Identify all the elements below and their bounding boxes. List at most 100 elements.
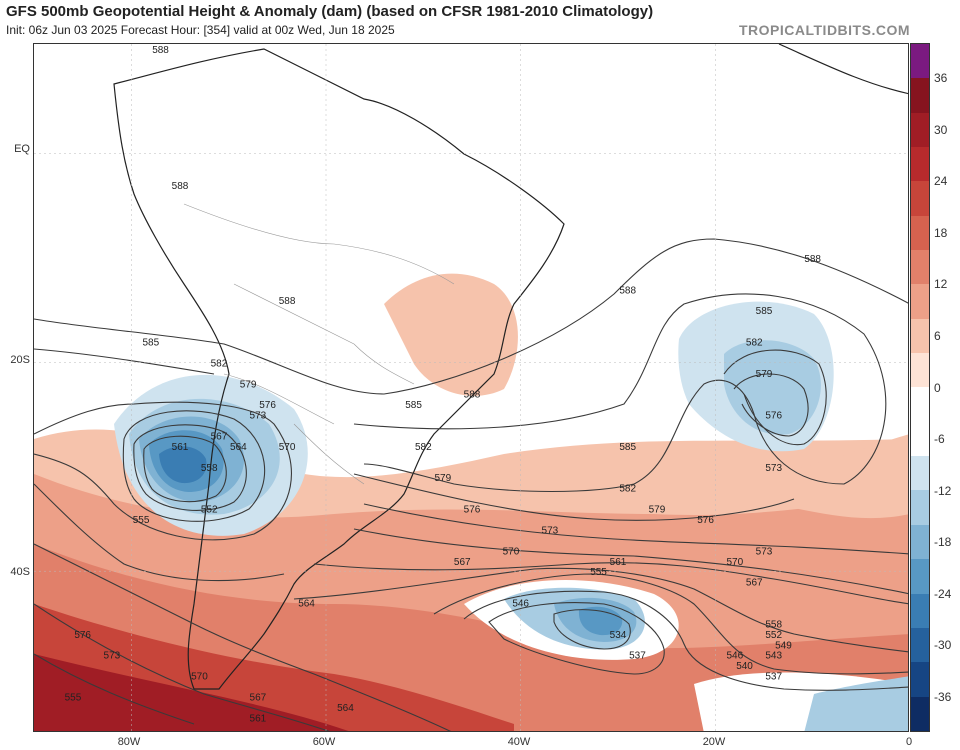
colorbar-tick-label: -30 xyxy=(934,638,952,653)
contour-label: 534 xyxy=(610,630,627,641)
colorbar-segment xyxy=(911,181,929,216)
contour-label: 576 xyxy=(697,515,714,526)
anomaly-shading xyxy=(34,273,908,731)
contour-label: 570 xyxy=(191,672,208,683)
contour-label: 552 xyxy=(765,630,782,641)
colorbar-segment xyxy=(911,696,929,731)
lon-label-0: 0 xyxy=(905,736,913,748)
contour-label: 567 xyxy=(454,557,471,568)
contour-labels: 5885885885855825795765735705675645615585… xyxy=(65,45,822,724)
colorbar-tick-label: 6 xyxy=(934,328,941,343)
colorbar-segment xyxy=(911,559,929,594)
contour-label: 576 xyxy=(259,400,276,411)
colorbar-segment xyxy=(911,318,929,354)
contour-label: 582 xyxy=(746,338,763,349)
height-contours xyxy=(34,238,908,731)
colorbar-segment xyxy=(911,387,929,422)
coastlines xyxy=(113,44,908,690)
contour-label: 588 xyxy=(279,296,296,307)
anomaly-colorbar xyxy=(910,43,930,732)
contour-label: 573 xyxy=(756,546,773,557)
contour-label: 567 xyxy=(250,692,267,703)
lon-label-80w: 80W xyxy=(117,736,141,748)
lat-label-20s: 20S xyxy=(10,354,30,366)
contour-label: 579 xyxy=(240,379,257,390)
contour-label: 537 xyxy=(629,651,646,662)
contour-label: 564 xyxy=(337,703,354,714)
contour-label: 570 xyxy=(279,442,296,453)
colorbar-segment xyxy=(911,112,929,148)
colorbar-segment xyxy=(911,593,929,628)
contour-label: 576 xyxy=(74,630,91,641)
contour-label: 576 xyxy=(464,505,481,516)
contour-label: 573 xyxy=(765,463,782,474)
colorbar-tick-label: 0 xyxy=(934,380,941,395)
colorbar-segment xyxy=(911,44,929,79)
contour-label: 573 xyxy=(542,525,559,536)
contour-label: 561 xyxy=(610,557,627,568)
colorbar-segment xyxy=(911,147,929,182)
lat-label-eq: EQ xyxy=(14,143,30,155)
contour-label: 573 xyxy=(250,411,267,422)
contour-label: 567 xyxy=(746,578,763,589)
contour-label: 546 xyxy=(726,651,743,662)
contour-label: 585 xyxy=(619,442,636,453)
contour-label: 579 xyxy=(649,505,666,516)
colorbar-segment xyxy=(911,78,929,113)
contour-label: 570 xyxy=(726,557,743,568)
weather-map[interactable]: 588 588 588 585 582 579 576 573 570 567 564 561 558 5… xyxy=(33,43,909,732)
colorbar-tick-label: -24 xyxy=(934,586,952,601)
contour-label: 549 xyxy=(775,640,792,651)
colorbar-tick-label: 12 xyxy=(934,277,948,292)
contour-label: 576 xyxy=(765,411,782,422)
contour-label: 543 xyxy=(765,651,782,662)
contour-label: 567 xyxy=(211,431,228,442)
contour-label: 561 xyxy=(250,713,267,724)
colorbar-tick-label: 36 xyxy=(934,71,948,86)
colorbar-segment xyxy=(911,662,929,697)
colorbar-tick-label: -6 xyxy=(934,432,945,447)
colorbar-segment xyxy=(911,284,929,319)
contour-label: 558 xyxy=(765,619,782,630)
colorbar-segment xyxy=(911,490,929,525)
contour-label: 585 xyxy=(756,306,773,317)
contour-label: 555 xyxy=(590,567,607,578)
lon-label-40w: 40W xyxy=(507,736,531,748)
contour-label: 573 xyxy=(104,651,121,662)
contour-label: 582 xyxy=(619,484,636,495)
contour-label: 546 xyxy=(512,599,529,610)
colorbar-segment xyxy=(911,250,929,285)
contour-label: 564 xyxy=(230,442,247,453)
political-borders xyxy=(183,203,455,485)
colorbar-tick-label: -18 xyxy=(934,535,952,550)
colorbar-segment xyxy=(911,215,929,251)
contour-label: 588 xyxy=(804,254,821,265)
contour-label: 555 xyxy=(133,515,150,526)
contour-label: 579 xyxy=(434,473,451,484)
colorbar-segment xyxy=(911,456,929,491)
colorbar-tick-label: -12 xyxy=(934,483,952,498)
contour-label: 588 xyxy=(172,181,189,192)
contour-label: 558 xyxy=(201,463,218,474)
contour-label: 582 xyxy=(415,442,432,453)
contour-label: 588 xyxy=(152,45,169,56)
contour-label: 585 xyxy=(405,400,422,411)
colorbar-tick-label: 18 xyxy=(934,225,948,240)
colorbar-tick-label: 30 xyxy=(934,122,948,137)
colorbar-tick-label: -36 xyxy=(934,689,952,704)
colorbar-segment xyxy=(911,524,929,560)
credit-watermark: TROPICALTIDBITS.COM xyxy=(738,22,910,38)
map-subtitle: Init: 06z Jun 03 2025 Forecast Hour: [35… xyxy=(6,23,395,37)
lat-label-40s: 40S xyxy=(10,566,30,578)
colorbar-segment xyxy=(911,421,929,457)
lon-label-60w: 60W xyxy=(312,736,336,748)
map-canvas: 5885885885855825795765735705675645615585… xyxy=(34,44,908,731)
contour-label: 564 xyxy=(298,599,315,610)
colorbar-segment xyxy=(911,353,929,388)
map-title: GFS 500mb Geopotential Height & Anomaly … xyxy=(6,3,654,20)
contour-label: 585 xyxy=(142,338,159,349)
contour-label: 588 xyxy=(464,390,481,401)
contour-label: 537 xyxy=(765,672,782,683)
contour-label: 552 xyxy=(201,505,218,516)
contour-label: 582 xyxy=(211,358,228,369)
